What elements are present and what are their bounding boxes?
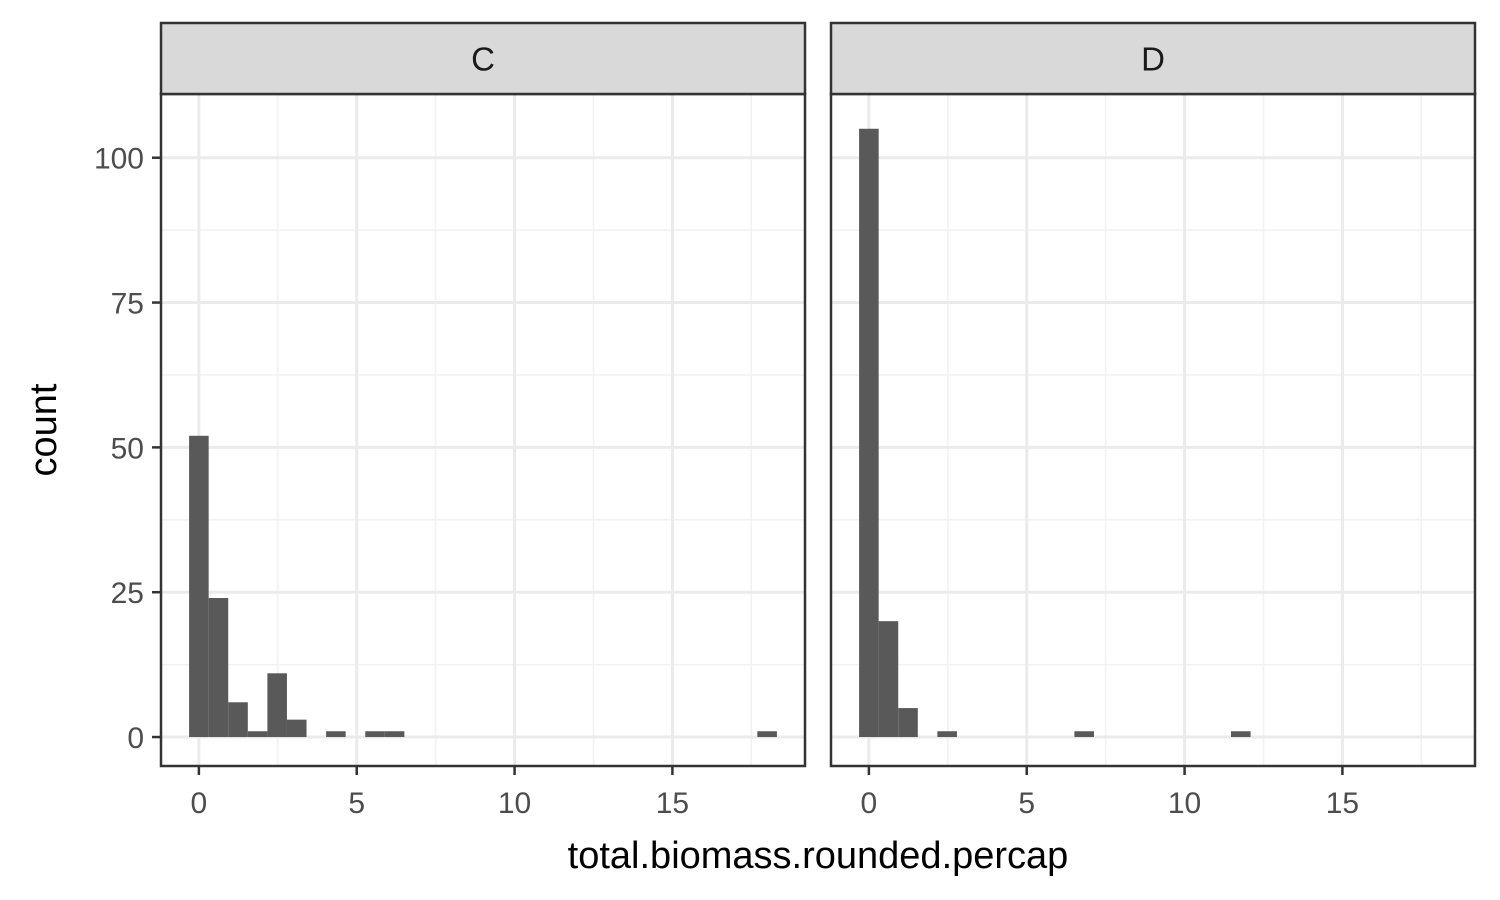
x-tick-label: 15 <box>656 787 689 820</box>
x-tick-label: 15 <box>1326 787 1359 820</box>
histogram-bar <box>286 719 307 738</box>
y-tick-label: 100 <box>94 143 144 176</box>
x-tick-label: 5 <box>1018 787 1035 820</box>
y-tick-label: 25 <box>111 577 144 610</box>
x-tick-label: 10 <box>498 787 531 820</box>
histogram-bar <box>208 598 229 738</box>
histogram-bar <box>859 128 879 738</box>
facet-strip-label: C <box>471 41 495 78</box>
histogram-bar <box>384 731 405 738</box>
facet-panel-c: C 0 5 10 15 0 25 50 75 100 <box>94 21 807 820</box>
histogram-bar <box>189 435 209 738</box>
y-tick-label: 50 <box>111 432 144 465</box>
histogram-bar <box>937 731 957 738</box>
histogram-bar <box>247 731 268 738</box>
facet-strip <box>829 21 1477 96</box>
histogram-bar <box>898 708 918 738</box>
y-tick-label: 0 <box>127 722 144 755</box>
x-axis-title: total.biomass.rounded.percap <box>568 835 1069 877</box>
x-tick-label: 0 <box>191 787 208 820</box>
facet-strip <box>159 21 807 96</box>
panel-background <box>831 94 1475 766</box>
histogram-bar <box>1074 731 1094 738</box>
x-tick-label: 5 <box>348 787 365 820</box>
facet-panel-d: D 0 5 10 15 <box>829 21 1477 820</box>
histogram-bar <box>365 731 385 738</box>
facet-strip-label: D <box>1141 41 1165 78</box>
panel-background <box>161 94 805 766</box>
histogram-bar <box>326 731 346 738</box>
histogram-bar <box>878 621 899 738</box>
x-tick-label: 10 <box>1168 787 1201 820</box>
histogram-bar <box>267 673 287 738</box>
histogram-bar <box>228 702 248 738</box>
histogram-bar <box>1230 731 1251 738</box>
x-tick-label: 0 <box>861 787 878 820</box>
histogram-bar <box>757 731 777 738</box>
y-axis-title: count <box>23 383 65 476</box>
y-tick-label: 75 <box>111 288 144 321</box>
